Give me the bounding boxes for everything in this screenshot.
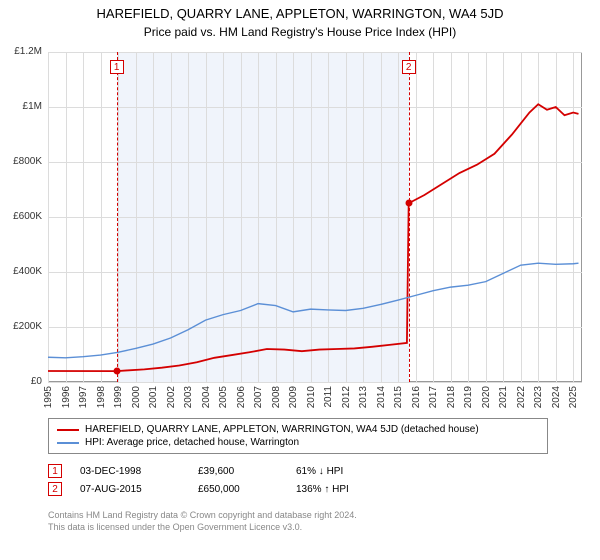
series-property — [48, 104, 578, 371]
chart-svg — [0, 0, 582, 382]
sale-marker-box: 1 — [110, 60, 124, 74]
sale-marker-line — [409, 52, 410, 382]
x-axis-label: 2005 — [218, 386, 229, 408]
legend-swatch — [57, 429, 79, 431]
sale-price: £39,600 — [198, 466, 278, 477]
x-axis-label: 2021 — [498, 386, 509, 408]
x-axis-label: 2019 — [463, 386, 474, 408]
legend: HAREFIELD, QUARRY LANE, APPLETON, WARRIN… — [48, 418, 548, 454]
x-axis-label: 2004 — [201, 386, 212, 408]
x-axis-label: 2017 — [428, 386, 439, 408]
x-axis-label: 2025 — [568, 386, 579, 408]
x-axis-label: 2009 — [288, 386, 299, 408]
x-axis-label: 2012 — [341, 386, 352, 408]
sale-row-marker: 1 — [48, 464, 62, 478]
x-axis-label: 2001 — [148, 386, 159, 408]
x-axis-label: 2000 — [131, 386, 142, 408]
x-axis-label: 2020 — [481, 386, 492, 408]
sale-delta: 136% ↑ HPI — [296, 484, 349, 495]
x-axis-label: 1999 — [113, 386, 124, 408]
sale-marker-dot — [405, 200, 412, 207]
x-axis-label: 2022 — [516, 386, 527, 408]
series-hpi — [48, 263, 578, 358]
x-axis-label: 2008 — [271, 386, 282, 408]
sale-row: 2 07-AUG-2015 £650,000 136% ↑ HPI — [48, 480, 349, 498]
x-axis-label: 2003 — [183, 386, 194, 408]
sale-marker-line — [117, 52, 118, 382]
sale-marker-box: 2 — [402, 60, 416, 74]
x-axis-label: 2023 — [533, 386, 544, 408]
legend-label: HAREFIELD, QUARRY LANE, APPLETON, WARRIN… — [85, 424, 479, 435]
footer-line-2: This data is licensed under the Open Gov… — [48, 522, 357, 534]
x-axis-label: 2016 — [411, 386, 422, 408]
x-axis-label: 1998 — [96, 386, 107, 408]
x-axis-label: 2007 — [253, 386, 264, 408]
x-axis-label: 1995 — [43, 386, 54, 408]
x-axis-label: 2006 — [236, 386, 247, 408]
sale-date: 03-DEC-1998 — [80, 466, 180, 477]
x-axis-label: 2014 — [376, 386, 387, 408]
x-axis-label: 2015 — [393, 386, 404, 408]
x-axis-label: 2018 — [446, 386, 457, 408]
x-axis-label: 2002 — [166, 386, 177, 408]
sale-row-marker: 2 — [48, 482, 62, 496]
legend-swatch — [57, 442, 79, 444]
x-axis-label: 2024 — [551, 386, 562, 408]
x-axis-label: 2013 — [358, 386, 369, 408]
sale-date: 07-AUG-2015 — [80, 484, 180, 495]
sale-price: £650,000 — [198, 484, 278, 495]
sales-table: 1 03-DEC-1998 £39,600 61% ↓ HPI 2 07-AUG-2015… — [48, 462, 349, 498]
legend-row: HAREFIELD, QUARRY LANE, APPLETON, WARRIN… — [57, 423, 539, 436]
gridline — [48, 382, 582, 383]
x-axis-label: 1997 — [78, 386, 89, 408]
footer-attribution: Contains HM Land Registry data © Crown c… — [48, 510, 357, 533]
x-axis-label: 2011 — [323, 386, 334, 408]
footer-line-1: Contains HM Land Registry data © Crown c… — [48, 510, 357, 522]
x-axis-label: 2010 — [306, 386, 317, 408]
x-axis-label: 1996 — [61, 386, 72, 408]
sale-row: 1 03-DEC-1998 £39,600 61% ↓ HPI — [48, 462, 349, 480]
legend-label: HPI: Average price, detached house, Warr… — [85, 437, 299, 448]
sale-delta: 61% ↓ HPI — [296, 466, 343, 477]
legend-row: HPI: Average price, detached house, Warr… — [57, 436, 539, 449]
sale-marker-dot — [113, 368, 120, 375]
